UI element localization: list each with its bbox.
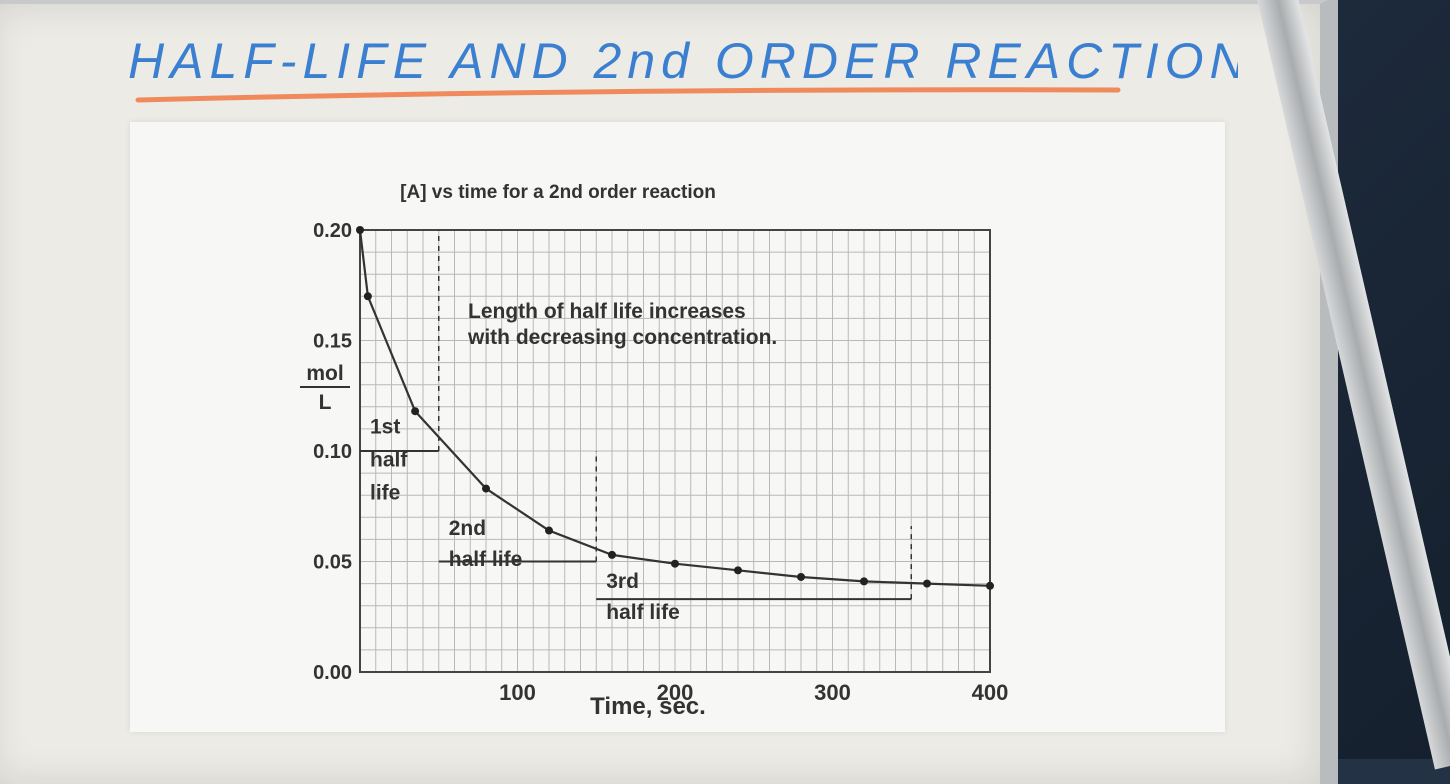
half-life-label: 2nd — [449, 517, 486, 540]
data-point — [923, 579, 931, 588]
x-tick-label: 200 — [657, 680, 694, 705]
y-axis-label-numerator: mol — [306, 362, 343, 385]
y-tick-label: 0.20 — [313, 220, 352, 242]
handwritten-title-text: HALF-LIFE AND 2nd ORDER REACTIONS — [128, 33, 1238, 89]
data-point — [671, 559, 679, 568]
chart-title: [A] vs time for a 2nd order reaction — [400, 182, 716, 203]
half-life-label: 3rd — [606, 570, 639, 593]
chart-axes: 0.00 0.05 0.10 0.15 0.20 100 200 300 400 — [313, 220, 1008, 705]
line-chart: 0.00 0.05 0.10 0.15 0.20 100 200 300 400 1st half… — [300, 182, 1008, 720]
y-axis-label-denominator: L — [319, 391, 332, 414]
series-line — [358, 229, 991, 587]
half-life-label: life — [370, 482, 400, 505]
y-tick-label: 0.10 — [313, 441, 352, 463]
data-point — [545, 526, 553, 535]
x-tick-label: 100 — [499, 680, 536, 705]
y-tick-label: 0.00 — [313, 662, 352, 684]
annotation-line-1: Length of half life increases — [468, 300, 746, 323]
half-life-markers: 1st half life 2nd half life 3rd half life — [360, 230, 912, 624]
y-tick-label: 0.15 — [313, 331, 352, 353]
title-underline — [135, 87, 1121, 103]
data-point — [734, 566, 742, 575]
half-life-label: half life — [606, 601, 680, 624]
chart-text: [A] vs time for a 2nd order reaction Tim… — [300, 182, 777, 720]
half-life-label: 1st — [370, 415, 400, 438]
data-point — [986, 581, 994, 590]
data-point — [356, 226, 364, 234]
data-point — [411, 407, 420, 416]
chart-paper: 0.00 0.05 0.10 0.15 0.20 100 200 300 400 1st half… — [130, 122, 1225, 732]
data-point — [482, 484, 490, 493]
y-tick-label: 0.05 — [313, 552, 352, 574]
data-point — [363, 292, 372, 301]
handwritten-title: HALF-LIFE AND 2nd ORDER REACTIONS — [128, 33, 1238, 103]
half-life-label: half life — [449, 548, 523, 571]
data-point — [797, 572, 805, 581]
x-tick-label: 300 — [814, 680, 851, 705]
data-point — [608, 550, 616, 559]
data-series — [356, 226, 994, 590]
x-tick-label: 400 — [972, 680, 1009, 705]
annotation-line-2: with decreasing concentration. — [467, 326, 777, 349]
data-point — [860, 577, 868, 586]
x-axis-label: Time, sec. — [590, 693, 706, 720]
half-life-label: half — [370, 448, 408, 471]
